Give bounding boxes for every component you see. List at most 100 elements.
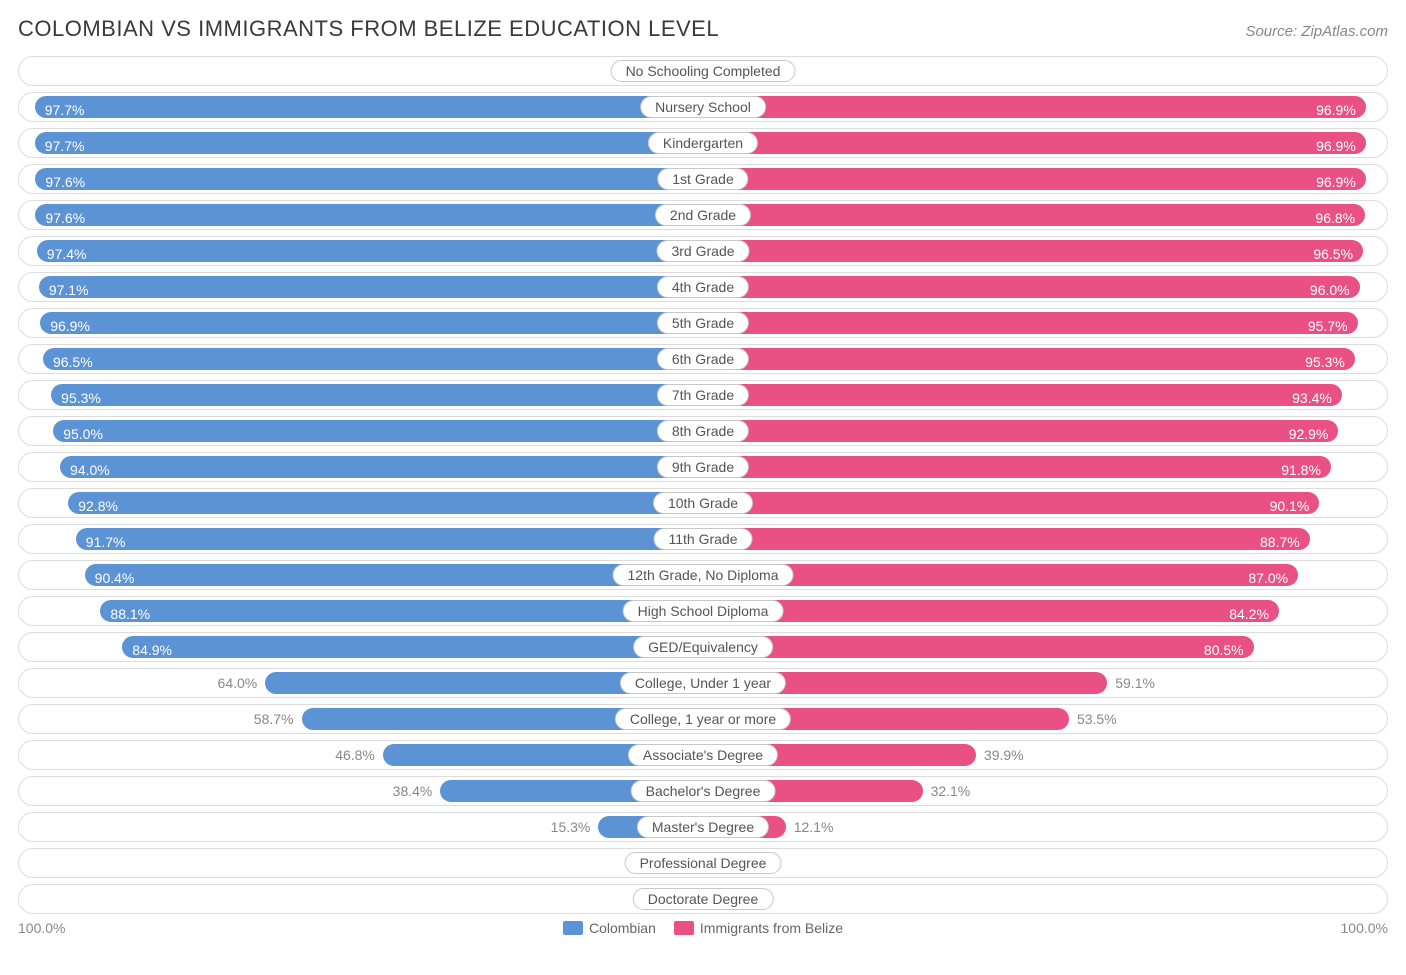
value-left: 95.0% — [63, 420, 103, 448]
bar-right: 88.7% — [703, 528, 1310, 550]
chart-row: 2.3%3.1%No Schooling Completed — [18, 56, 1388, 86]
source-label: Source: ZipAtlas.com — [1245, 23, 1388, 40]
chart-row: 95.3%93.4%7th Grade — [18, 380, 1388, 410]
bar-right: 96.9% — [703, 168, 1366, 190]
category-label: 5th Grade — [657, 312, 749, 334]
category-label: College, 1 year or more — [615, 708, 791, 730]
value-left: 46.8% — [335, 741, 375, 769]
value-right: 59.1% — [1115, 669, 1155, 697]
legend-swatch-left — [563, 921, 583, 935]
value-right: 96.9% — [1316, 132, 1356, 160]
chart-row: 97.7%96.9%Kindergarten — [18, 128, 1388, 158]
chart-footer: 100.0% Colombian Immigrants from Belize … — [18, 920, 1388, 936]
value-right: 96.9% — [1316, 168, 1356, 196]
value-right: 39.9% — [984, 741, 1024, 769]
category-label: Kindergarten — [648, 132, 758, 154]
chart-row: 4.6%3.5%Professional Degree — [18, 848, 1388, 878]
value-right: 96.5% — [1313, 240, 1353, 268]
value-left: 38.4% — [393, 777, 433, 805]
bar-right: 96.0% — [703, 276, 1360, 298]
value-left: 97.4% — [47, 240, 87, 268]
bar-right: 93.4% — [703, 384, 1342, 406]
category-label: GED/Equivalency — [633, 636, 773, 658]
value-right: 96.0% — [1310, 276, 1350, 304]
value-right: 12.1% — [794, 813, 834, 841]
bar-left: 96.9% — [40, 312, 703, 334]
bar-left: 97.7% — [35, 132, 703, 154]
category-label: 4th Grade — [657, 276, 749, 298]
bar-left: 97.7% — [35, 96, 703, 118]
category-label: 9th Grade — [657, 456, 749, 478]
header: COLOMBIAN VS IMMIGRANTS FROM BELIZE EDUC… — [18, 16, 1388, 42]
category-label: No Schooling Completed — [611, 60, 796, 82]
chart-row: 97.7% 96.9% Nursery School — [18, 92, 1388, 122]
chart-row: 97.4%96.5%3rd Grade — [18, 236, 1388, 266]
bar-left: 97.6% — [35, 168, 703, 190]
value-right: 88.7% — [1260, 528, 1300, 556]
chart-title: COLOMBIAN VS IMMIGRANTS FROM BELIZE EDUC… — [18, 16, 719, 42]
chart-row: 96.5%95.3%6th Grade — [18, 344, 1388, 374]
value-left: 97.7% — [45, 96, 85, 124]
chart-row: 92.8%90.1%10th Grade — [18, 488, 1388, 518]
value-right: 32.1% — [931, 777, 971, 805]
legend-item-left: Colombian — [563, 920, 656, 936]
category-label: College, Under 1 year — [620, 672, 786, 694]
butterfly-chart: 2.3%3.1%No Schooling Completed97.7%96.9%… — [18, 56, 1388, 914]
value-right: 96.9% — [1316, 96, 1356, 124]
value-left: 91.7% — [86, 528, 126, 556]
value-right: 92.9% — [1289, 420, 1329, 448]
value-left: 95.3% — [61, 384, 101, 412]
chart-row: 94.0% 91.8% 9th Grade — [18, 452, 1388, 482]
value-left: 97.1% — [49, 276, 89, 304]
bar-left: 90.4% — [85, 564, 703, 586]
value-right: 80.5% — [1204, 636, 1244, 664]
bar-left: 95.3% — [51, 384, 703, 406]
legend-swatch-right — [674, 921, 694, 935]
category-label: 7th Grade — [657, 384, 749, 406]
bar-left: 88.1% — [100, 600, 703, 622]
chart-row: 95.0%92.9%8th Grade — [18, 416, 1388, 446]
bar-right: 92.9% — [703, 420, 1338, 442]
value-right: 53.5% — [1077, 705, 1117, 733]
axis-max-right: 100.0% — [1341, 920, 1388, 936]
value-left: 94.0% — [70, 456, 110, 484]
value-left: 92.8% — [78, 492, 118, 520]
chart-row: 46.8%39.9%Associate's Degree — [18, 740, 1388, 770]
value-left: 97.6% — [45, 204, 85, 232]
chart-row: 84.9% 80.5% GED/Equivalency — [18, 632, 1388, 662]
bar-right: 90.1% — [703, 492, 1319, 514]
bar-right: 96.9% — [703, 132, 1366, 154]
value-right: 87.0% — [1248, 564, 1288, 592]
chart-row: 64.0% 59.1% College, Under 1 year — [18, 668, 1388, 698]
value-left: 64.0% — [218, 669, 258, 697]
bar-right: 96.8% — [703, 204, 1365, 226]
chart-row: 97.6%96.9%1st Grade — [18, 164, 1388, 194]
chart-row: 38.4% 32.1% Bachelor's Degree — [18, 776, 1388, 806]
category-label: High School Diploma — [623, 600, 784, 622]
chart-row: 91.7%88.7%11th Grade — [18, 524, 1388, 554]
bar-left: 92.8% — [68, 492, 703, 514]
value-right: 91.8% — [1281, 456, 1321, 484]
category-label: Doctorate Degree — [633, 888, 774, 910]
category-label: 12th Grade, No Diploma — [613, 564, 794, 586]
value-right: 93.4% — [1292, 384, 1332, 412]
category-label: 8th Grade — [657, 420, 749, 442]
value-left: 84.9% — [132, 636, 172, 664]
category-label: Nursery School — [640, 96, 766, 118]
category-label: 6th Grade — [657, 348, 749, 370]
legend-label-right: Immigrants from Belize — [700, 920, 843, 936]
chart-row: 90.4% 87.0% 12th Grade, No Diploma — [18, 560, 1388, 590]
chart-row: 97.1%96.0%4th Grade — [18, 272, 1388, 302]
category-label: Professional Degree — [625, 852, 782, 874]
value-left: 90.4% — [95, 564, 135, 592]
value-right: 90.1% — [1270, 492, 1310, 520]
bar-left: 96.5% — [43, 348, 703, 370]
bar-left: 97.1% — [39, 276, 703, 298]
bar-left: 91.7% — [76, 528, 703, 550]
bar-left: 94.0% — [60, 456, 703, 478]
value-left: 88.1% — [110, 600, 150, 628]
value-right: 96.8% — [1315, 204, 1355, 232]
category-label: Bachelor's Degree — [631, 780, 776, 802]
bar-right: 96.5% — [703, 240, 1363, 262]
category-label: 10th Grade — [653, 492, 753, 514]
